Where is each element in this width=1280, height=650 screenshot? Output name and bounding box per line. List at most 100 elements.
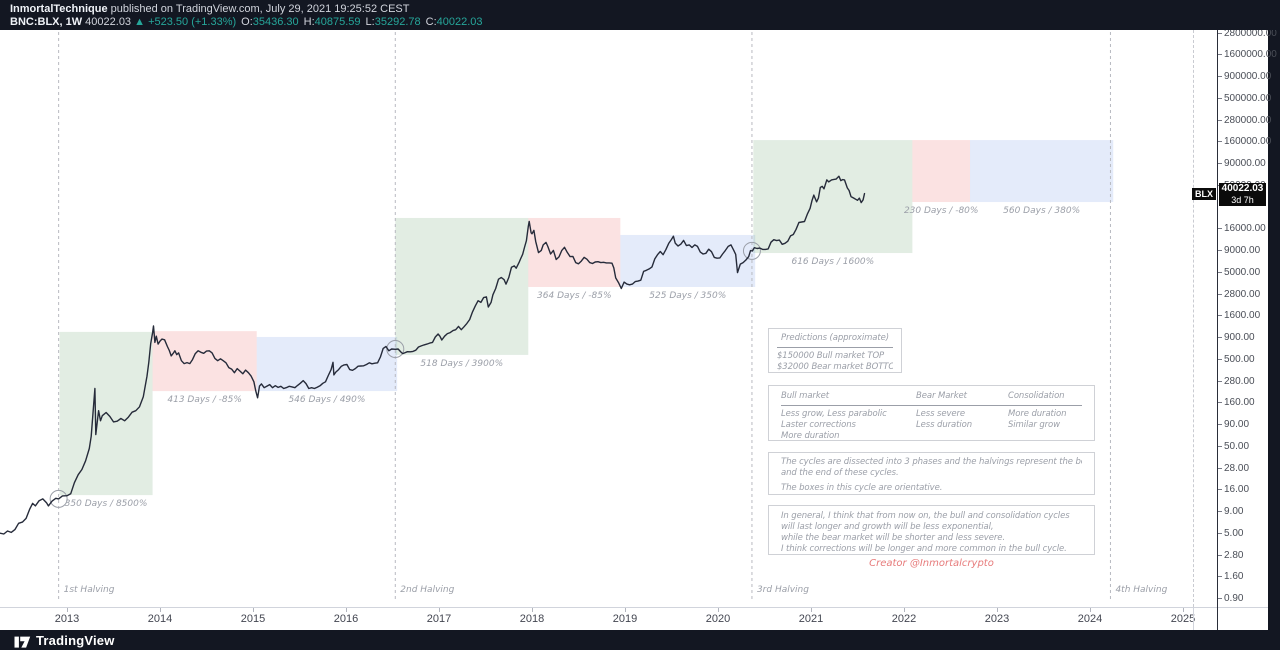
year-tick <box>1090 608 1091 612</box>
phase-column-header: Bull market <box>781 391 830 401</box>
year-label: 2019 <box>612 613 638 625</box>
cycle-box <box>753 140 913 254</box>
year-tick <box>439 608 440 612</box>
year-tick <box>904 608 905 612</box>
cycle-box-label: 560 Days / 380% <box>1003 206 1080 216</box>
year-tick <box>532 608 533 612</box>
cycle-box <box>970 140 1114 203</box>
price-change: ▲ +523.50 (+1.33%) <box>134 16 237 28</box>
halving-marker <box>742 241 761 260</box>
phase-line: More duration <box>781 431 840 441</box>
ohlc-values: O:35436.30 H:40875.59 L:35292.78 C:40022.03 <box>236 16 482 28</box>
creator-credit: Creator @Inmortalcrypto <box>869 558 994 569</box>
author-name[interactable]: InmortalTechnique <box>10 3 108 15</box>
phase-line: More duration <box>1008 409 1067 419</box>
ohlc-value: 40022.03 <box>436 16 483 28</box>
tradingview-logo-icon <box>14 636 31 648</box>
cycle-box <box>256 336 398 392</box>
year-label: 2017 <box>426 613 452 625</box>
phase-line: Laster corrections <box>781 420 856 430</box>
cycle-box <box>912 140 971 203</box>
cycle-box-label: 350 Days / 8500% <box>65 499 148 509</box>
cycle-box-label: 616 Days / 1600% <box>791 257 874 267</box>
note-line: while the bear market will be shorter an… <box>781 533 1005 543</box>
year-label: 2020 <box>705 613 731 625</box>
price-tag-countdown: 3d 7h <box>1231 194 1254 205</box>
year-tick <box>160 608 161 612</box>
year-tick <box>625 608 626 612</box>
prediction-line: $150000 Bull market TOP <box>777 351 885 361</box>
prediction-line: $32000 Bear market BOTTOM <box>777 362 893 372</box>
year-label: 2014 <box>147 613 173 625</box>
published-edge-line <box>1193 30 1194 607</box>
ohlc-label: O: <box>241 16 253 28</box>
phase-column-header: Consolidation <box>1008 391 1065 401</box>
halving-label: 1st Halving <box>64 585 115 595</box>
footer: TradingView <box>0 630 1280 650</box>
year-tick <box>811 608 812 612</box>
halving-label: 2nd Halving <box>400 585 454 595</box>
note-line: I think corrections will be longer and m… <box>781 544 1067 554</box>
halving-label: 3rd Halving <box>757 585 809 595</box>
header: InmortalTechnique published on TradingVi… <box>0 0 1280 30</box>
tradingview-logo-text: TradingView <box>36 633 115 648</box>
year-label: 2021 <box>798 613 824 625</box>
phase-line: Less duration <box>916 420 972 430</box>
halving-label: 4th Halving <box>1115 585 1167 595</box>
cycle-box <box>152 331 257 392</box>
ohlc-value: 35292.78 <box>374 16 421 28</box>
ohlc-label: L: <box>365 16 375 28</box>
cycle-box-label: 230 Days / -80% <box>904 206 979 216</box>
note-line: and the end of these cycles. <box>781 468 899 478</box>
time-axis[interactable]: 2013 2014 2015 2016 2017 2018 2019 2020 2021 2022… <box>0 607 1268 630</box>
predictions-box: Predictions (approximate) $150000 Bull m… <box>768 328 902 373</box>
byline-text: published on TradingView.com, July 29, 2… <box>107 3 410 15</box>
cycle-box-label: 364 Days / -85% <box>537 291 612 301</box>
note-line: will last longer and growth will be less… <box>781 522 994 532</box>
ohlc-label: H: <box>303 16 315 28</box>
phase-line: Less grow, Less parabolic <box>781 409 887 419</box>
price-tag-value: 40022.03 <box>1221 182 1264 194</box>
ohlc-value: 35436.30 <box>252 16 299 28</box>
year-tick <box>997 608 998 612</box>
price-line <box>0 175 866 535</box>
year-label: 2022 <box>891 613 917 625</box>
cycle-box-label: 525 Days / 350% <box>649 291 726 301</box>
cycle-box-label: 546 Days / 490% <box>288 395 365 405</box>
note-line: The boxes in this cycle are orientative. <box>781 483 943 493</box>
cycle-box <box>59 331 153 496</box>
symbol-price-tag: 40022.03 3d 7h <box>1219 182 1266 206</box>
cycle-box <box>528 217 621 287</box>
phases-table: Bull market Bear Market Consolidation Le… <box>768 385 1095 441</box>
year-tick <box>1183 608 1184 612</box>
year-tick <box>346 608 347 612</box>
year-label: 2024 <box>1077 613 1103 625</box>
cycle-box-label: 518 Days / 3900% <box>420 359 503 369</box>
year-label: 2013 <box>54 613 80 625</box>
symbol-tag: BLX <box>1192 187 1216 200</box>
halving-marker <box>49 489 68 508</box>
phase-line: Less severe <box>916 409 966 419</box>
phase-column-header: Bear Market <box>916 391 967 401</box>
cycle-box <box>395 217 529 355</box>
year-tick <box>67 608 68 612</box>
cycles-note: The cycles are dissected into 3 phases a… <box>768 452 1095 495</box>
general-note: In general, I think that from now on, th… <box>768 505 1095 555</box>
axis-border-line <box>1217 30 1218 630</box>
axis-corner-separator <box>1193 607 1194 630</box>
tradingview-logo[interactable]: TradingView <box>14 633 115 648</box>
last-price: 40022.03 <box>85 16 132 28</box>
symbol-name[interactable]: BNC:BLX, 1W <box>10 16 83 28</box>
chart-svg: 350 Days / 8500% 413 Days / -85% 546 Days … <box>0 32 1168 600</box>
ohlc-value: 40875.59 <box>314 16 361 28</box>
ohlc-label: C: <box>425 16 437 28</box>
year-label: 2025 <box>1170 613 1196 625</box>
note-line: The cycles are dissected into 3 phases a… <box>781 457 1082 467</box>
year-label: 2015 <box>240 613 266 625</box>
year-label: 2016 <box>333 613 359 625</box>
note-line: In general, I think that from now on, th… <box>781 511 1070 521</box>
predictions-title: Predictions (approximate) <box>777 333 893 348</box>
year-tick <box>253 608 254 612</box>
year-label: 2018 <box>519 613 545 625</box>
